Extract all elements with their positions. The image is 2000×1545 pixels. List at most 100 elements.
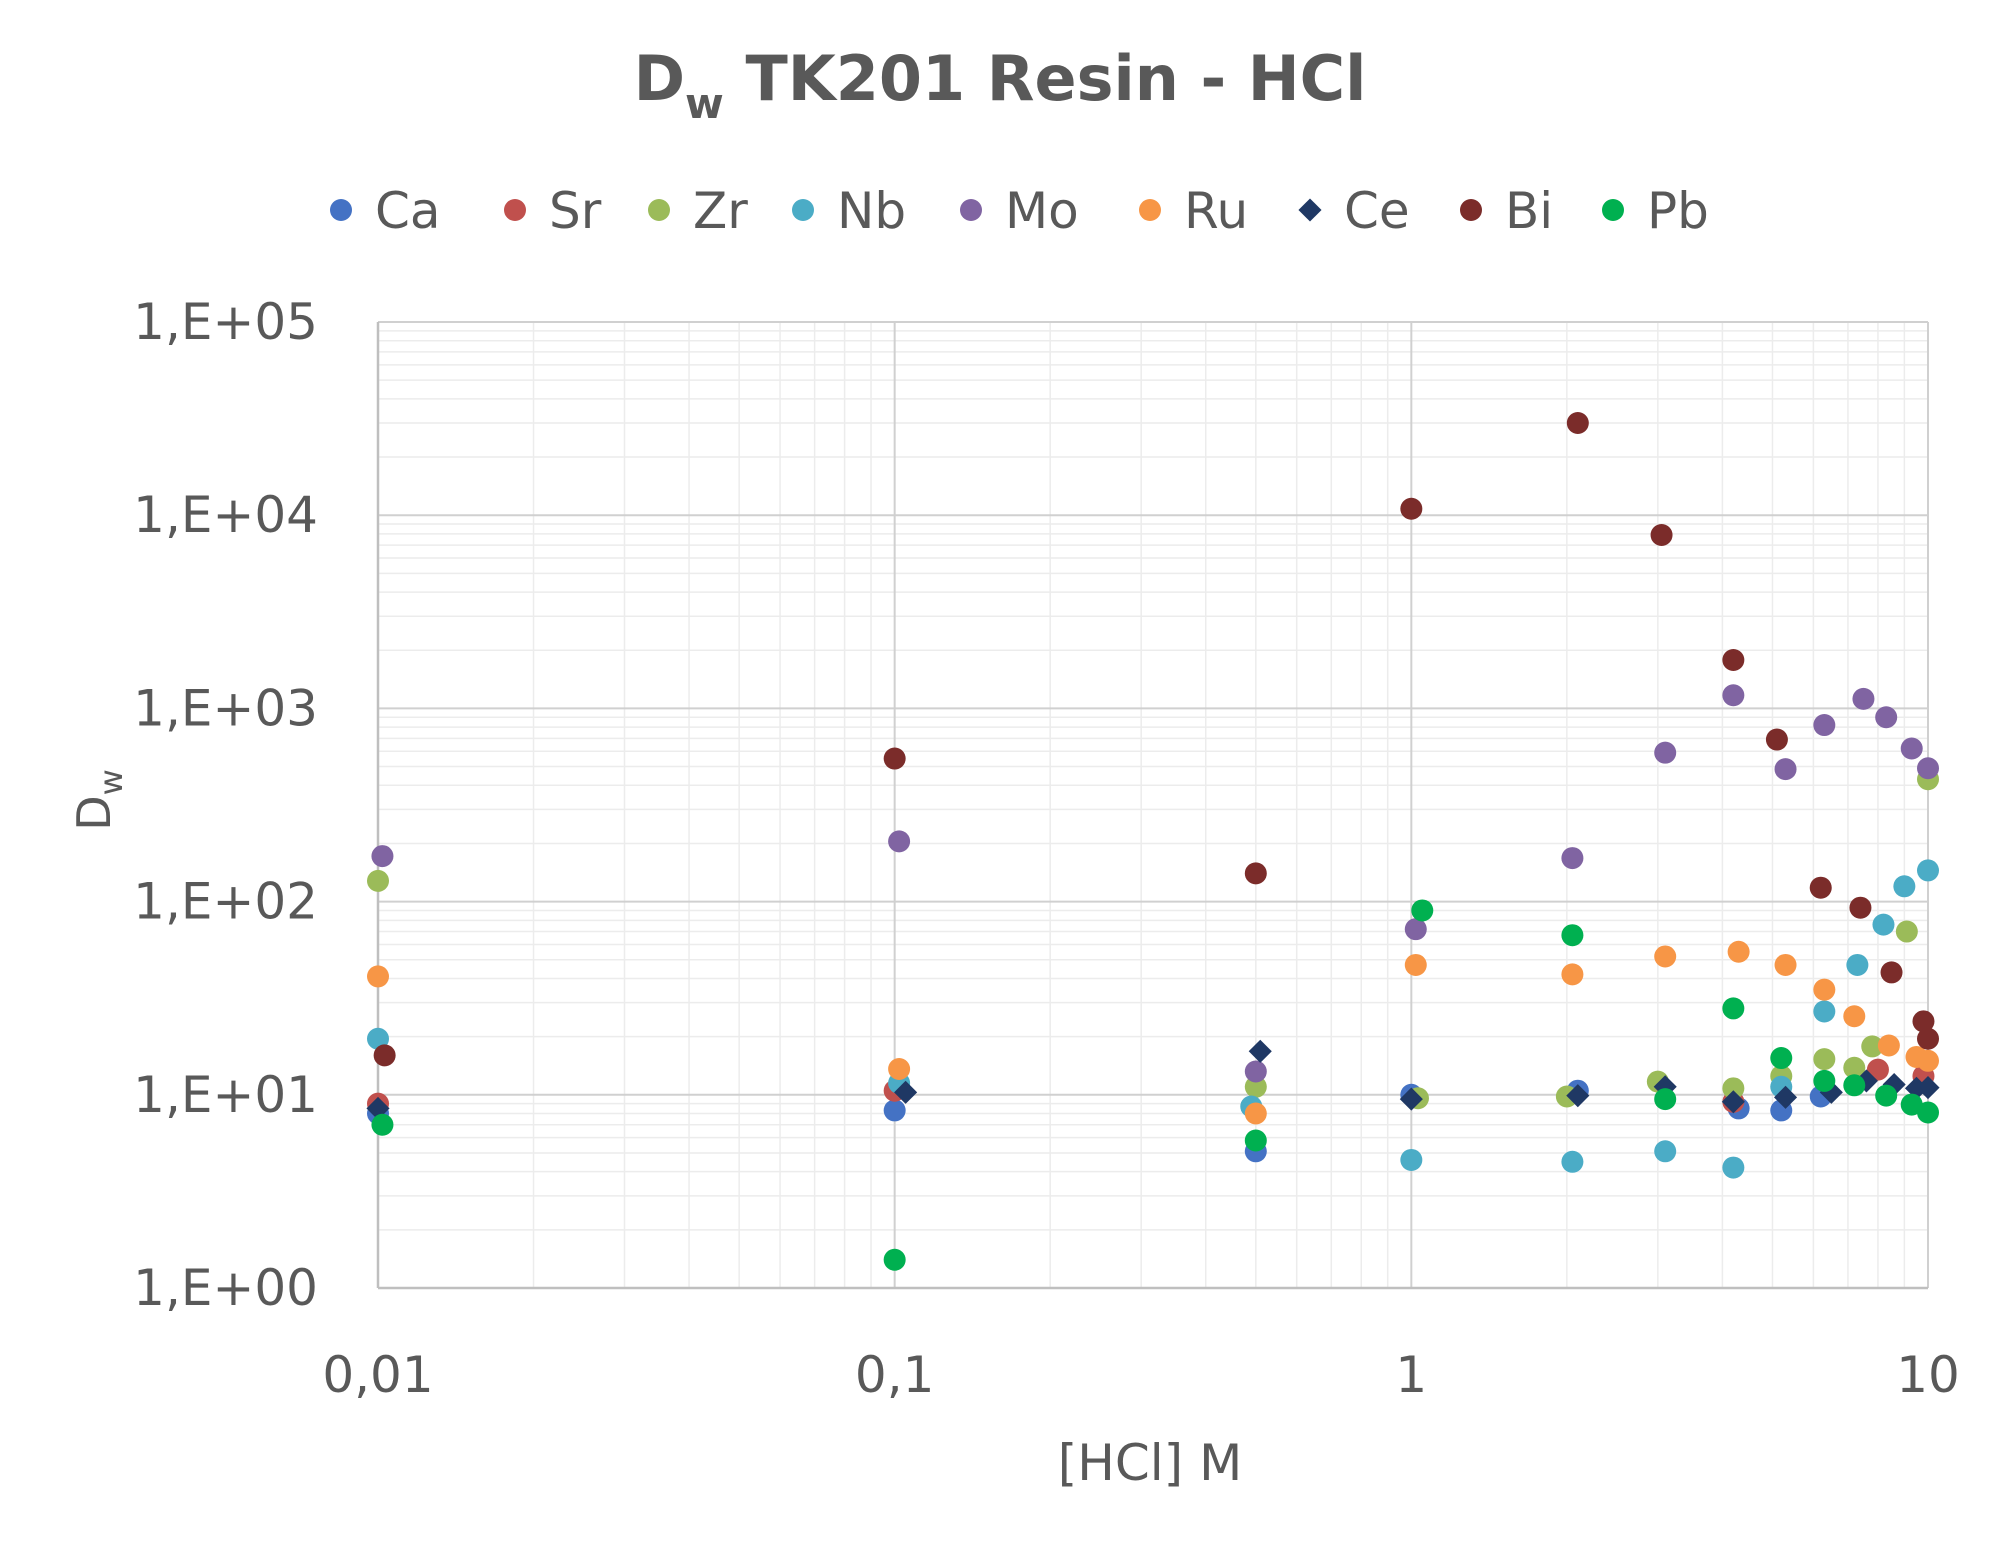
data-point-mo — [1722, 684, 1745, 707]
chart-title-rest: TK201 Resin - HCl — [724, 42, 1367, 115]
data-point-bi — [1566, 412, 1589, 435]
data-point-pb — [1654, 1088, 1677, 1111]
legend-item-ce: Ce — [1298, 182, 1410, 240]
y-tick-label: 1,E+01 — [133, 1066, 318, 1124]
axes: 0,01 0,1 1 10 1,E+00 1,E+01 1,E+02 1,E+03 1,E+04… — [133, 293, 1960, 1404]
legend-label-mo: Mo — [1005, 182, 1079, 240]
data-point-ru — [1561, 963, 1584, 986]
data-point-nb — [1722, 1156, 1745, 1179]
data-point-ru — [1244, 1102, 1267, 1125]
chart-title-subscript: w — [685, 79, 724, 128]
data-point-sr — [1866, 1058, 1889, 1081]
data-point-zr — [1722, 1077, 1745, 1100]
chart-title-main: D — [634, 42, 685, 115]
data-point-nb — [1654, 1140, 1677, 1163]
x-tick-label: 1 — [1395, 1346, 1427, 1404]
data-point-nb — [1917, 859, 1939, 882]
data-point-ru — [1654, 945, 1677, 968]
series-bi — [373, 412, 1939, 1067]
data-point-ru — [1917, 1049, 1939, 1072]
data-point-bi — [1244, 862, 1267, 885]
data-point-pb — [1244, 1129, 1267, 1152]
legend-item-sr: Sr — [504, 182, 602, 240]
data-point-pb — [1411, 899, 1434, 922]
x-tick-label: 0,01 — [322, 1346, 433, 1404]
legend-marker-ca — [330, 199, 352, 221]
legend-label-ru: Ru — [1184, 182, 1248, 240]
legend-marker-nb — [792, 199, 814, 221]
data-point-zr — [1895, 920, 1918, 943]
data-point-mo — [1244, 1060, 1267, 1083]
data-point-ru — [888, 1058, 911, 1081]
data-point-mo — [1875, 706, 1898, 729]
data-point-bi — [373, 1044, 396, 1067]
data-point-bi — [1400, 497, 1423, 520]
data-point-ru — [1727, 940, 1750, 963]
legend-label-sr: Sr — [549, 182, 602, 240]
data-point-nb — [1813, 1000, 1836, 1023]
legend-label-ca: Ca — [375, 182, 441, 240]
data-point-pb — [1917, 1101, 1939, 1124]
data-point-mo — [1917, 757, 1939, 780]
data-point-bi — [1917, 1027, 1939, 1050]
data-point-ru — [1877, 1034, 1900, 1057]
legend-marker-zr — [648, 199, 670, 221]
legend-item-bi: Bi — [1460, 182, 1553, 240]
legend-item-ru: Ru — [1139, 182, 1248, 240]
data-point-zr — [1861, 1035, 1884, 1058]
data-point-ce — [1566, 1084, 1590, 1108]
y-axis-label-subscript: w — [92, 769, 130, 795]
x-tick-label: 10 — [1896, 1346, 1960, 1404]
data-point-mo — [1654, 741, 1677, 764]
legend-label-ce: Ce — [1344, 182, 1410, 240]
y-tick-label: 1,E+04 — [133, 486, 318, 544]
data-point-mo — [371, 845, 394, 868]
data-point-nb — [1893, 875, 1916, 898]
chart-title: Dw TK201 Resin - HCl — [634, 42, 1367, 128]
series-pb — [371, 899, 1939, 1271]
data-point-zr — [1813, 1048, 1836, 1071]
legend-marker-pb — [1602, 199, 1624, 221]
legend-marker-sr — [504, 199, 526, 221]
legend-label-pb: Pb — [1647, 182, 1709, 240]
legend-item-ca: Ca — [330, 182, 441, 240]
data-point-bi — [1722, 649, 1745, 672]
data-point-bi — [1880, 961, 1903, 984]
legend-marker-mo — [960, 199, 982, 221]
data-point-mo — [1813, 714, 1836, 737]
data-point-ru — [1774, 953, 1797, 976]
legend-marker-bi — [1460, 199, 1482, 221]
series-ru — [367, 940, 1939, 1125]
data-point-mo — [1561, 847, 1584, 870]
data-point-bi — [883, 747, 906, 770]
data-point-nb — [1561, 1150, 1584, 1173]
data-point-pb — [1900, 1093, 1923, 1116]
data-point-pb — [1843, 1074, 1866, 1097]
data-point-bi — [1809, 876, 1832, 899]
x-tick-label: 0,1 — [855, 1346, 935, 1404]
series-ce — [366, 1039, 1940, 1120]
data-point-mo — [1900, 737, 1923, 760]
y-axis-label: Dw — [67, 769, 130, 831]
y-tick-label: 1,E+02 — [133, 873, 318, 931]
legend-item-pb: Pb — [1602, 182, 1709, 240]
data-point-bi — [1849, 896, 1872, 919]
data-point-nb — [1846, 953, 1869, 976]
data-point-bi — [1765, 728, 1788, 751]
legend-label-bi: Bi — [1505, 182, 1553, 240]
data-point-zr — [1244, 1075, 1267, 1098]
data-point-mo — [888, 830, 911, 853]
data-point-ce — [1248, 1039, 1272, 1063]
data-point-bi — [1650, 523, 1673, 546]
data-point-ce — [1399, 1087, 1423, 1111]
data-point-pb — [1875, 1084, 1898, 1107]
data-point-pb — [1722, 997, 1745, 1020]
data-point-mo — [1404, 918, 1427, 941]
legend: Ca Sr Zr Nb Mo Ru Ce Bi Pb — [330, 182, 1709, 240]
data-point-nb — [1400, 1148, 1423, 1171]
data-point-ru — [1404, 953, 1427, 976]
data-point-ru — [1813, 978, 1836, 1001]
series-mo — [371, 684, 1939, 1083]
data-point-ce — [1773, 1085, 1798, 1109]
legend-marker-ce — [1298, 198, 1322, 222]
